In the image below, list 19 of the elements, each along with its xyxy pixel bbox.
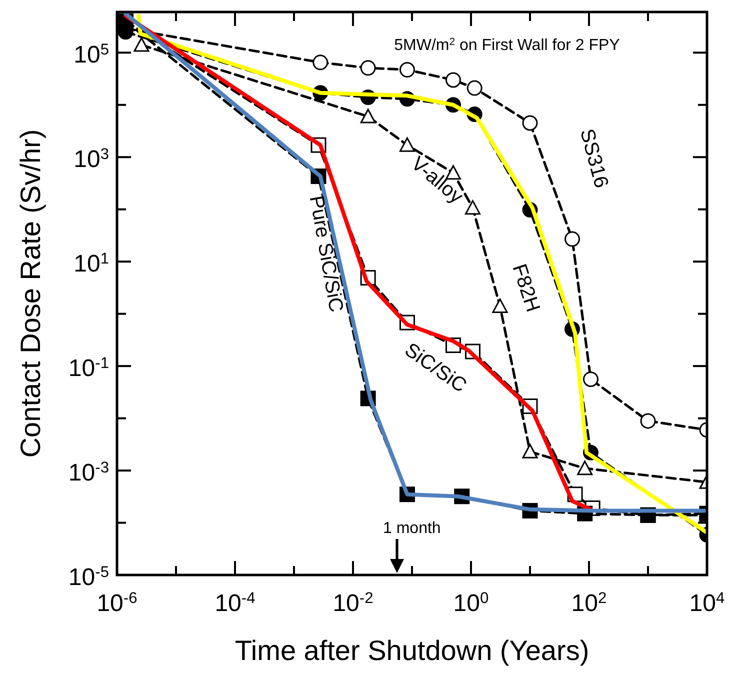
y-tick-label: 10$^{-3}$ (68, 459, 109, 487)
x-tick-label: 10$^{2}$ (571, 590, 607, 617)
y-tick-label: 10$^{5}$ (74, 41, 110, 69)
y-tick-label: 10$^{-5}$ (68, 564, 110, 591)
y-tick-label: 10$^{3}$ (74, 146, 109, 174)
text: SS316 (575, 126, 612, 190)
y-axis-title: Contact Dose Rate (Sv/hr) (15, 129, 46, 458)
x-tick-label: 10$^{4}$ (689, 590, 726, 617)
x-tick-label: 10$^{-4}$ (214, 590, 256, 617)
annotation: 1 month (383, 520, 441, 537)
y-tick-label: 10$^{1}$ (74, 250, 109, 278)
x-tick-label: 10$^{-6}$ (96, 590, 138, 617)
x-tick-label: 10$^{0}$ (453, 590, 490, 617)
text: F82H (508, 261, 544, 315)
x-axis-title: Time after Shutdown (Years) (234, 635, 590, 666)
annotation: 5MW/m$^{2}$ on First Wall for 2 FPY (394, 36, 620, 54)
y-tick-label: 10$^{-1}$ (68, 354, 109, 382)
text: Pure SiC/SiC (304, 194, 347, 314)
x-tick-label: 10$^{-2}$ (332, 590, 374, 617)
